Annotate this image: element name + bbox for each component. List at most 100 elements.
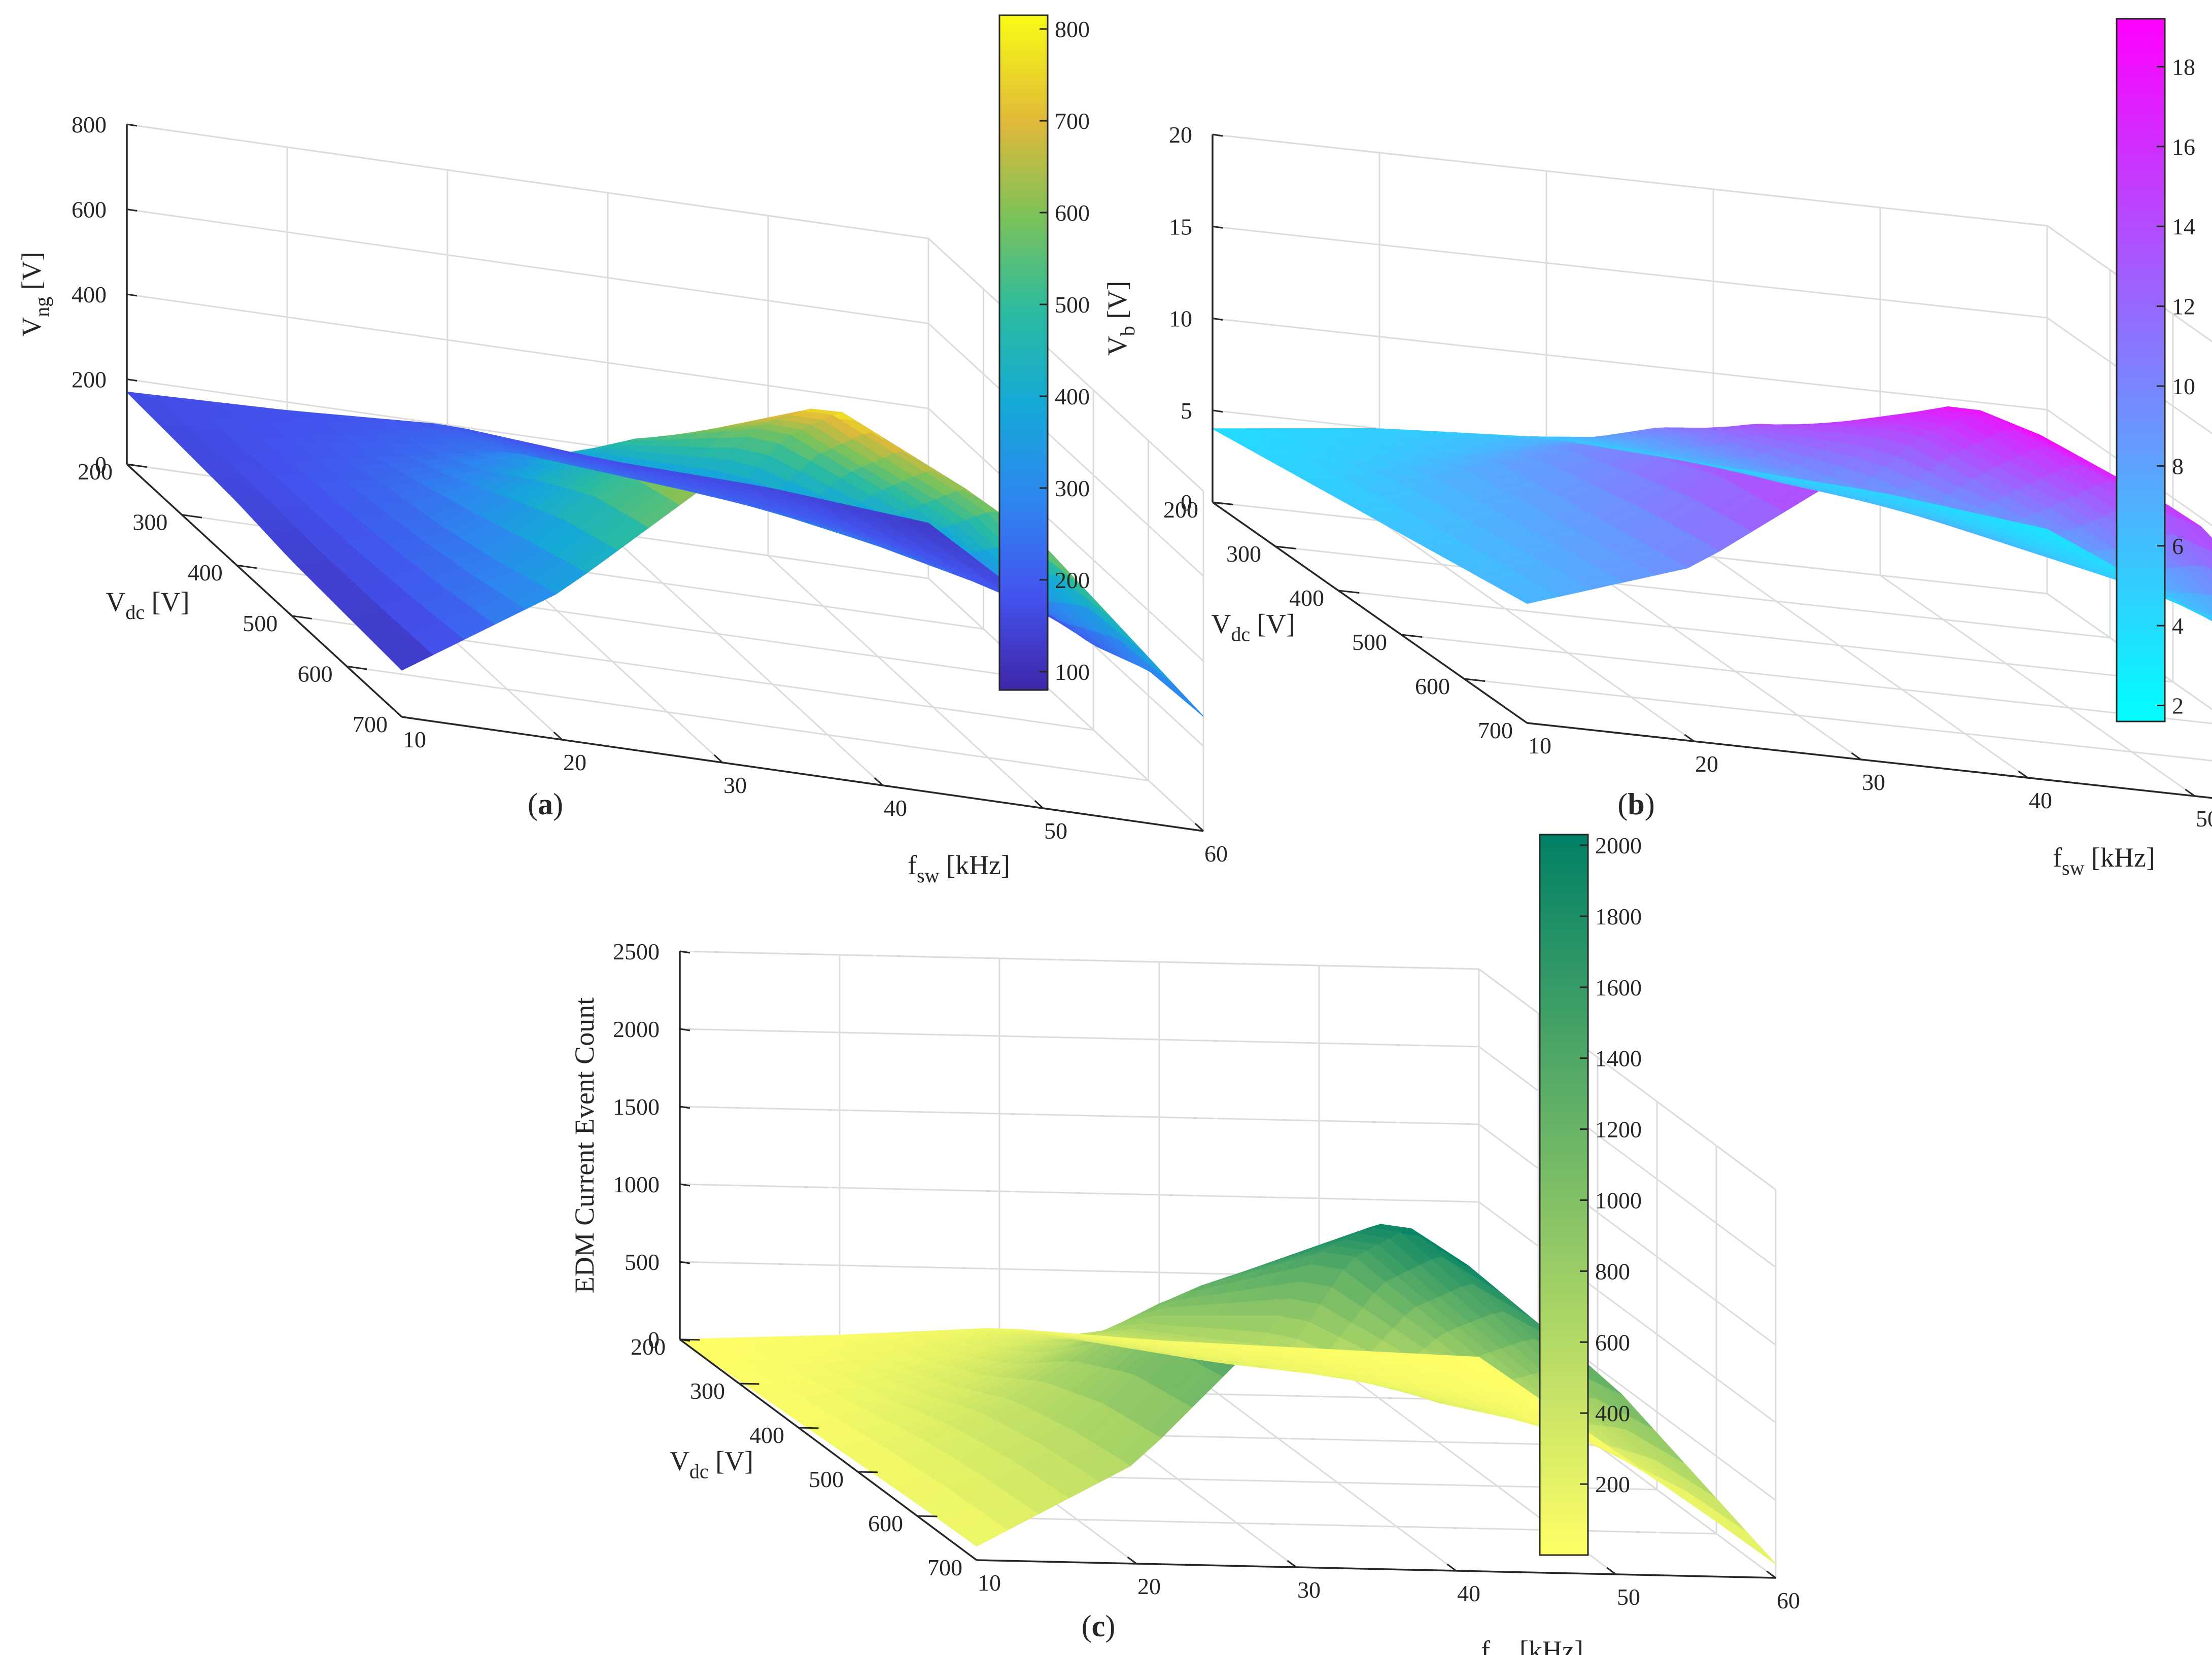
colorbar-tick-label: 2: [2172, 693, 2184, 719]
x-tick-mark: [1851, 752, 1861, 761]
surface: [125, 391, 1204, 717]
colorbar-tick-label: 1200: [1595, 1117, 1642, 1143]
z-tick-mark: [679, 1338, 690, 1342]
x-tick-label: 30: [1297, 1577, 1321, 1603]
y-tick-label: 600: [1415, 673, 1450, 699]
surface-patch: [125, 391, 169, 406]
colorbar-tick-label: 10: [2172, 373, 2195, 399]
x-tick-mark: [1606, 1567, 1616, 1575]
z-tick-mark: [679, 1028, 690, 1031]
grid-floor-x: [1713, 556, 2028, 779]
z-tick-label: 0: [1181, 490, 1192, 515]
y-tick-mark: [1338, 590, 1360, 594]
colorbar-tick-label: 700: [1055, 108, 1090, 134]
panel-label: (c): [1082, 1609, 1116, 1643]
z-tick-mark: [679, 950, 690, 954]
z-tick-label: 800: [72, 112, 107, 137]
x-axis-line: [401, 716, 1204, 832]
z-tick-mark: [126, 209, 137, 212]
x-tick-mark: [2018, 770, 2028, 779]
z-tick-label: 2500: [613, 939, 660, 964]
x-tick-label: 60: [1204, 841, 1228, 867]
x-tick-mark: [553, 731, 563, 741]
y-axis-label: Vdc [V]: [670, 1446, 753, 1483]
colorbar-tick-label: 600: [1055, 200, 1090, 226]
z-axis-label: EDM Current Event Count: [569, 997, 600, 1293]
x-axis-line: [1527, 722, 2212, 799]
y-tick-label: 700: [927, 1555, 962, 1580]
surface-patch: [1211, 428, 1257, 436]
z-axis-label: Vb [V]: [1102, 281, 1139, 356]
y-tick-label: 200: [1163, 497, 1198, 523]
surface: [678, 1224, 1776, 1565]
x-tick-mark: [1287, 1560, 1297, 1568]
colorbar-tick-label: 1000: [1595, 1187, 1642, 1213]
z-tick-label: 15: [1169, 214, 1192, 239]
x-tick-label: 20: [563, 749, 586, 775]
y-tick-label: 600: [868, 1510, 903, 1536]
y-tick-mark: [1401, 634, 1423, 638]
z-tick-mark: [126, 123, 137, 127]
z-axis-label: Vng [V]: [16, 252, 53, 336]
colorbar: [1539, 834, 1589, 1556]
z-tick-mark: [1212, 318, 1223, 321]
y-tick-label: 700: [1478, 717, 1513, 743]
y-tick-label: 500: [1352, 629, 1387, 655]
pane-top-edge: [1212, 133, 2212, 342]
y-tick-mark: [182, 514, 202, 519]
x-tick-label: 40: [884, 795, 907, 821]
colorbar-tick-label: 600: [1595, 1329, 1630, 1355]
x-tick-label: 50: [1044, 818, 1067, 844]
colorbar: [2116, 18, 2166, 722]
grid-floor-y: [347, 665, 1149, 781]
x-tick-mark: [1766, 1570, 1776, 1579]
y-tick-mark: [1464, 678, 1485, 682]
z-tick-label: 200: [72, 367, 107, 393]
colorbar-tick-label: 8: [2172, 453, 2184, 479]
x-tick-label: 50: [1617, 1584, 1640, 1610]
x-tick-label: 10: [1528, 733, 1551, 758]
colorbar-tick-label: 1600: [1595, 975, 1642, 1001]
z-tick-label: 20: [1169, 122, 1192, 148]
colorbar-tick-label: 1800: [1595, 904, 1642, 929]
y-tick-label: 700: [353, 711, 388, 737]
y-tick-label: 300: [1226, 541, 1261, 567]
colorbar-tick-label: 300: [1055, 475, 1090, 501]
y-tick-label: 200: [631, 1334, 666, 1360]
y-axis-line: [126, 463, 403, 718]
colorbar-tick-label: 1400: [1595, 1046, 1642, 1072]
colorbar-tick-label: 800: [1055, 16, 1090, 42]
colorbar-tick-label: 400: [1055, 384, 1090, 409]
y-tick-mark: [1527, 722, 1548, 726]
y-tick-mark: [1275, 545, 1297, 549]
z-tick-label: 0: [648, 1327, 660, 1353]
z-tick-label: 600: [72, 197, 107, 223]
grid-floor-x: [1880, 574, 2195, 797]
y-tick-label: 500: [243, 610, 278, 636]
colorbar-tick-label: 14: [2172, 214, 2195, 239]
x-tick-mark: [1034, 800, 1044, 809]
z-tick-label: 2000: [613, 1016, 660, 1042]
colorbar-tick-label: 500: [1055, 292, 1090, 318]
colorbar-tick-label: 16: [2172, 134, 2195, 160]
z-tick-mark: [126, 463, 137, 467]
y-axis-label: Vdc [V]: [106, 587, 189, 624]
chart-b: 10 20 30 40 50 60 200 300 400 500 600 700 0 5 10 15 20 fs…: [1102, 18, 2212, 879]
x-tick-mark: [1446, 1563, 1457, 1572]
z-tick-mark: [1212, 133, 1223, 137]
grid-floor-y: [1401, 634, 2212, 725]
pane-top-edge: [679, 950, 1776, 1191]
chart-a: 1020304050602003004005006007000200400600…: [16, 14, 1228, 887]
x-tick-label: 10: [403, 727, 426, 752]
back-wall-left: [680, 951, 1479, 1357]
z-tick-mark: [1212, 501, 1223, 505]
y-tick-mark: [291, 615, 312, 619]
grid-floor-x: [767, 555, 1044, 809]
colorbar-tick-label: 200: [1595, 1471, 1630, 1497]
x-tick-mark: [1517, 715, 1528, 724]
grid-floor-y: [917, 1515, 1717, 1535]
z-tick-mark: [1212, 225, 1223, 229]
z-tick-mark: [1212, 409, 1223, 413]
grid-wall-z: [126, 209, 1204, 577]
z-tick-label: 1500: [613, 1094, 660, 1120]
